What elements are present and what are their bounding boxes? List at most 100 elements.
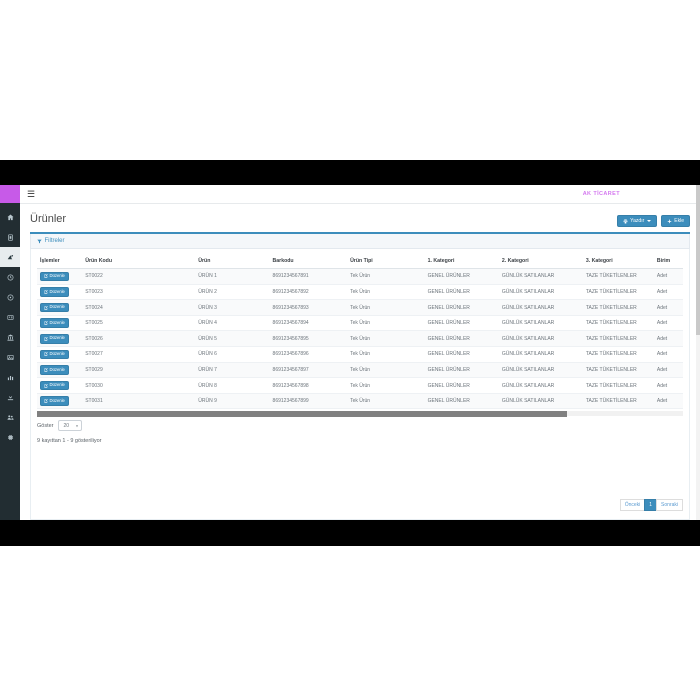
- pagination-prev[interactable]: Önceki: [619, 499, 646, 511]
- sidebar-item-users[interactable]: [0, 407, 20, 427]
- sidebar-item-products[interactable]: [0, 247, 20, 267]
- cell-islemler: Düzenle: [37, 393, 83, 410]
- edit-button[interactable]: Düzenle: [40, 302, 69, 313]
- sidebar-item-cards[interactable]: [0, 307, 20, 327]
- cell-birim: Adet: [653, 393, 683, 410]
- cell-urun: ÜRÜN 3: [195, 299, 270, 316]
- table-header-row: İşlemler Ürün Kodu Ürün Barkodu Ürün Tip…: [37, 255, 683, 269]
- edit-button[interactable]: Düzenle: [40, 396, 69, 406]
- table-row[interactable]: Düzenle ST0030 ÜRÜN 8 8691234567898 Tek Ürün…: [37, 377, 683, 394]
- horizontal-scrollbar-thumb[interactable]: [37, 411, 567, 418]
- cell-urun-tipi: Tek Ürün: [347, 346, 425, 363]
- products-table: İşlemler Ürün Kodu Ürün Barkodu Ürün Tip…: [37, 255, 683, 410]
- edit-pencil-icon: [44, 399, 48, 403]
- edit-button[interactable]: Düzenle: [40, 271, 69, 282]
- col-header-urun-kodu[interactable]: Ürün Kodu: [82, 255, 196, 269]
- cell-barkodu: 8691234567893: [269, 299, 348, 316]
- table-row[interactable]: Düzenle ST0026 ÜRÜN 5 8691234567895 Tek Ürün…: [37, 330, 683, 348]
- cell-islemler: Düzenle: [37, 315, 83, 332]
- bank-icon: [6, 333, 14, 341]
- chart-icon: [7, 374, 14, 381]
- cell-barkodu: 8691234567896: [269, 346, 348, 363]
- col-header-kategori-3[interactable]: 3. Kategori: [582, 255, 654, 269]
- printer-icon: [623, 218, 628, 224]
- table-row[interactable]: Düzenle ST0023 ÜRÜN 2 8691234567892 Tek Ürün…: [37, 284, 683, 301]
- add-button[interactable]: Ekle: [661, 215, 690, 227]
- col-header-islemler[interactable]: İşlemler: [37, 255, 83, 269]
- edit-button[interactable]: Düzenle: [40, 349, 69, 360]
- sidebar-item-history[interactable]: [0, 267, 20, 287]
- cell-birim: Adet: [653, 377, 683, 394]
- col-header-urun-tipi[interactable]: Ürün Tipi: [347, 255, 425, 269]
- table-row[interactable]: Düzenle ST0031 ÜRÜN 9 8691234567899 Tek Ürün…: [37, 393, 683, 410]
- chevron-down-icon: [647, 220, 652, 222]
- cell-urun-kodu: ST0025: [82, 315, 196, 332]
- table-row[interactable]: Düzenle ST0025 ÜRÜN 4 8691234567894 Tek Ürün…: [37, 315, 683, 332]
- sidebar-item-settings[interactable]: [0, 427, 20, 447]
- table-row[interactable]: Düzenle ST0024 ÜRÜN 3 8691234567893 Tek Ürün…: [37, 299, 683, 316]
- page-title: Ürünler: [30, 213, 67, 225]
- cell-urun-tipi: Tek Ürün: [347, 299, 425, 316]
- cell-kategori-1: GENEL ÜRÜNLER: [424, 393, 499, 410]
- sidebar-item-status[interactable]: [0, 287, 20, 307]
- edit-button-label: Düzenle: [49, 397, 65, 403]
- hamburger-icon[interactable]: ☰: [27, 188, 36, 199]
- edit-button[interactable]: Düzenle: [40, 365, 69, 375]
- edit-button[interactable]: Düzenle: [40, 333, 69, 344]
- sidebar-item-reports[interactable]: [0, 367, 20, 387]
- letterbox-bottom: [0, 520, 700, 546]
- application-window: ☰ AK TİCARET Ürünler Yazdır: [0, 185, 700, 520]
- sidebar-logo-block[interactable]: [0, 185, 20, 203]
- table-scroll-viewport[interactable]: İşlemler Ürün Kodu Ürün Barkodu Ürün Tip…: [37, 255, 683, 410]
- edit-pencil-icon: [44, 321, 48, 325]
- page-size-select[interactable]: 20: [57, 420, 82, 432]
- edit-pencil-icon: [44, 305, 48, 310]
- cell-kategori-1: GENEL ÜRÜNLER: [424, 268, 499, 285]
- col-header-kategori-1[interactable]: 1. Kategori: [424, 255, 499, 269]
- cell-urun: ÜRÜN 1: [195, 268, 270, 285]
- edit-button-label: Düzenle: [49, 273, 65, 278]
- sidebar-item-bank[interactable]: [0, 327, 20, 347]
- col-header-barkodu[interactable]: Barkodu: [269, 255, 348, 269]
- cell-kategori-3: TAZE TÜKETİLENLER: [582, 268, 654, 285]
- pagination-next[interactable]: Sonraki: [656, 499, 683, 511]
- col-header-urun[interactable]: Ürün: [195, 255, 270, 269]
- id-card-icon: [6, 314, 14, 321]
- edit-pencil-icon: [44, 336, 48, 341]
- col-header-kategori-2[interactable]: 2. Kategori: [498, 255, 583, 269]
- table-row[interactable]: Düzenle ST0022 ÜRÜN 1 8691234567891 Tek Ürün…: [37, 268, 683, 285]
- sidebar-item-media[interactable]: [0, 347, 20, 367]
- filters-toggle[interactable]: Filtreler: [37, 238, 65, 244]
- col-header-birim[interactable]: Birim: [653, 255, 683, 269]
- table-body: Düzenle ST0022 ÜRÜN 1 8691234567891 Tek Ürün…: [37, 268, 683, 410]
- vertical-scrollbar-thumb[interactable]: [696, 185, 700, 335]
- print-button[interactable]: Yazdır: [617, 215, 658, 227]
- sidebar-item-import[interactable]: [0, 387, 20, 407]
- cell-urun-kodu: ST0026: [82, 330, 196, 348]
- cell-kategori-1: GENEL ÜRÜNLER: [424, 346, 499, 363]
- table-row[interactable]: Düzenle ST0029 ÜRÜN 7 8691234567897 Tek Ürün…: [37, 362, 683, 379]
- cell-barkodu: 8691234567897: [269, 362, 348, 379]
- table-footer: Göster 20 9 kayıttan 1 - 9 gösteriliyor …: [37, 416, 683, 519]
- edit-button[interactable]: Düzenle: [40, 380, 69, 391]
- vertical-scrollbar[interactable]: [696, 185, 700, 520]
- cell-kategori-3: TAZE TÜKETİLENLER: [582, 362, 654, 379]
- horizontal-scrollbar[interactable]: [37, 410, 683, 418]
- edit-button[interactable]: Düzenle: [40, 318, 69, 328]
- record-info: 9 kayıttan 1 - 9 gösteriliyor: [37, 438, 102, 445]
- cell-barkodu: 8691234567894: [269, 315, 348, 332]
- page-size-value: 20: [63, 422, 70, 429]
- add-button-label: Ekle: [674, 218, 684, 224]
- edit-button-label: Düzenle: [49, 335, 65, 341]
- plus-icon: [667, 219, 672, 224]
- table-row[interactable]: Düzenle ST0027 ÜRÜN 6 8691234567896 Tek Ürün…: [37, 346, 683, 363]
- cell-kategori-2: GÜNLÜK SATILANLAR: [498, 284, 583, 301]
- cell-birim: Adet: [653, 315, 683, 332]
- cell-kategori-2: GÜNLÜK SATILANLAR: [498, 330, 583, 348]
- filters-label: Filtreler: [44, 238, 65, 244]
- sidebar-item-home[interactable]: [0, 207, 20, 227]
- edit-button[interactable]: Düzenle: [40, 287, 69, 297]
- users-icon: [7, 414, 14, 421]
- sidebar-item-documents[interactable]: [0, 227, 20, 247]
- cell-islemler: Düzenle: [37, 377, 83, 394]
